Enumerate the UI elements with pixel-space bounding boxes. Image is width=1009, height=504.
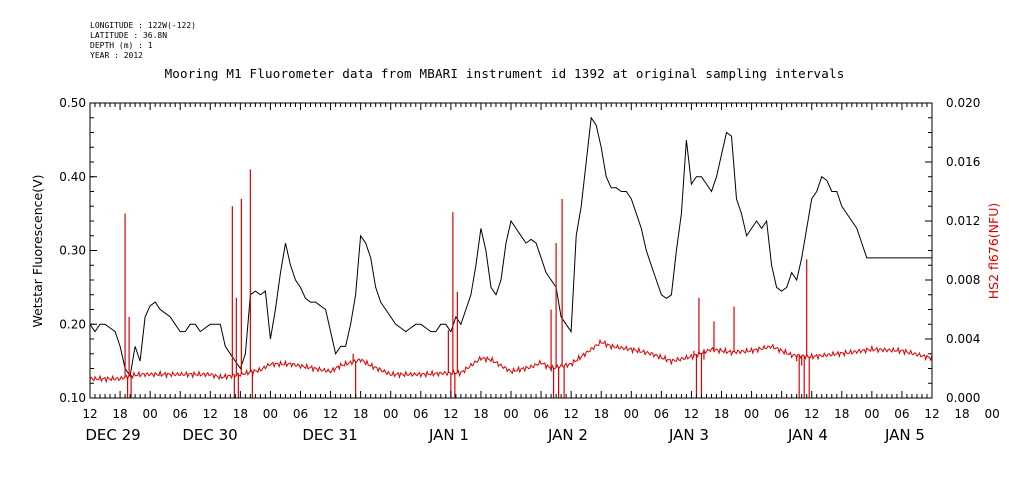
wetstar-line [89, 116, 932, 378]
right-tick-label: 0.000 [946, 391, 980, 405]
x-tick-label: 06 [173, 407, 188, 421]
date-label: DEC 29 [85, 426, 140, 444]
date-label: JAN 4 [787, 426, 828, 444]
x-tick-label: 18 [834, 407, 849, 421]
right-tick-label: 0.004 [946, 332, 980, 346]
date-label: JAN 5 [884, 426, 925, 444]
x-tick-label: 18 [594, 407, 609, 421]
longitude-label: LONGITUDE : 122W(-122) [90, 21, 196, 30]
x-tick-label: 12 [82, 407, 97, 421]
x-tick-label: 00 [744, 407, 759, 421]
right-tick-label: 0.008 [946, 273, 980, 287]
chart-title: Mooring M1 Fluorometer data from MBARI i… [164, 66, 845, 81]
x-tick-label: 12 [443, 407, 458, 421]
date-label: JAN 2 [547, 426, 588, 444]
x-tick-label: 12 [323, 407, 338, 421]
x-tick-label: 18 [473, 407, 488, 421]
x-tick-label: 00 [383, 407, 398, 421]
x-tick-label: 12 [564, 407, 579, 421]
x-tick-label: 00 [143, 407, 158, 421]
x-tick-label: 12 [804, 407, 819, 421]
x-tick-label: 06 [894, 407, 909, 421]
right-tick-label: 0.016 [946, 155, 980, 169]
right-axis-title: HS2 fl676(NFU) [986, 203, 1001, 299]
left-tick-label: 0.40 [59, 170, 86, 184]
x-tick-label: 06 [293, 407, 308, 421]
x-tick-label: 00 [503, 407, 518, 421]
mooring-metadata: LONGITUDE : 122W(-122) LATITUDE : 36.8N … [90, 21, 196, 61]
x-tick-label: 12 [203, 407, 218, 421]
left-tick-label: 0.50 [59, 96, 86, 110]
x-tick-label: 00 [864, 407, 879, 421]
x-tick-label: 12 [924, 407, 939, 421]
left-tick-label: 0.30 [59, 244, 86, 258]
x-tick-label: 12 [684, 407, 699, 421]
x-tick-label: 18 [112, 407, 127, 421]
plot-background [90, 103, 932, 398]
x-tick-label: 18 [714, 407, 729, 421]
left-axis-title: Wetstar Fluorescence(V) [30, 174, 45, 327]
hs2-baseline-line [89, 338, 933, 384]
x-tick-label: 06 [413, 407, 428, 421]
x-tick-label: 06 [654, 407, 669, 421]
x-tick-label: 06 [774, 407, 789, 421]
date-label: DEC 30 [182, 426, 237, 444]
x-tick-label: 06 [533, 407, 548, 421]
depth-label: DEPTH (m) : 1 [90, 41, 153, 50]
right-tick-label: 0.012 [946, 214, 980, 228]
date-label: JAN 1 [428, 426, 469, 444]
date-label: JAN 3 [668, 426, 709, 444]
x-tick-label: 18 [233, 407, 248, 421]
x-tick-label: 00 [985, 407, 1000, 421]
date-label: DEC 31 [302, 426, 357, 444]
x-tick-label: 18 [353, 407, 368, 421]
year-label: YEAR : 2012 [90, 51, 143, 60]
x-tick-label: 18 [954, 407, 969, 421]
wetstar-series [89, 116, 932, 378]
left-tick-label: 0.20 [59, 317, 86, 331]
left-tick-label: 0.10 [59, 391, 86, 405]
x-tick-label: 00 [263, 407, 278, 421]
latitude-label: LATITUDE : 36.8N [90, 31, 168, 40]
plot-area [90, 103, 932, 398]
axes: 12 18 00 06 12 18 00 06 12 18 00 06 12 18 00 06 12 18 00 06… [59, 96, 1000, 444]
x-tick-label: 00 [624, 407, 639, 421]
right-tick-label: 0.020 [946, 96, 980, 110]
